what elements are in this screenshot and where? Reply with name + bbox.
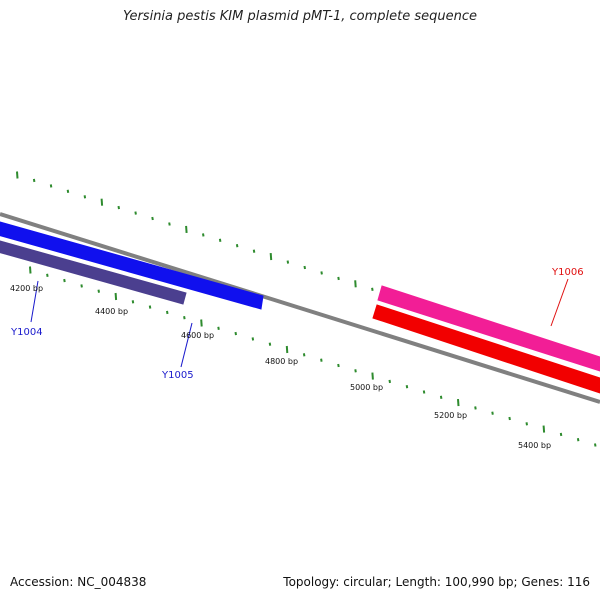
inner-tick-8	[166, 310, 169, 315]
inner-tick-11	[217, 326, 220, 330]
outer-tick-20	[354, 280, 357, 288]
outer-tick-19	[337, 276, 340, 281]
inner-tick-5	[114, 292, 118, 301]
leader-line-y1004	[30, 280, 39, 323]
scale-label-5400: 5400 bp	[518, 441, 551, 450]
inner-tick-0	[29, 266, 32, 274]
backbone-line	[0, 212, 600, 404]
gene-label-y1005: Y1005	[161, 370, 194, 381]
gene-y1006[interactable]	[377, 285, 600, 372]
inner-tick-13	[251, 337, 255, 341]
gene-label-y1004: Y1004	[10, 327, 43, 338]
outer-tick-16	[286, 260, 290, 264]
gene-label-y1006: Y1006	[551, 267, 584, 278]
inner-tick-15	[285, 345, 289, 354]
outer-tick-15	[269, 253, 273, 261]
outer-tick-5	[100, 198, 104, 206]
outer-tick-2	[49, 184, 53, 188]
gene-y1004[interactable]	[0, 240, 187, 305]
inner-tick-16	[302, 353, 306, 357]
inner-tick-31	[559, 432, 563, 437]
inner-tick-26	[474, 406, 477, 410]
inner-tick-14	[268, 342, 272, 346]
outer-tick-6	[117, 205, 120, 210]
inner-tick-12	[234, 331, 237, 336]
outer-tick-21	[371, 287, 374, 291]
inner-tick-1	[46, 273, 49, 277]
outer-tick-13	[235, 244, 239, 248]
gene-y1005[interactable]	[0, 221, 264, 310]
inner-tick-19	[354, 369, 357, 373]
scale-label-4800: 4800 bp	[265, 357, 298, 366]
leader-line-y1006	[550, 278, 569, 327]
summary-text: Topology: circular; Length: 100,990 bp; …	[283, 575, 590, 589]
inner-tick-7	[148, 305, 152, 309]
outer-tick-11	[202, 233, 205, 237]
map-title: Yersinia pestis KIM plasmid pMT-1, compl…	[122, 9, 478, 24]
inner-tick-18	[337, 363, 340, 368]
inner-tick-21	[388, 379, 391, 384]
outer-tick-7	[134, 211, 137, 215]
outer-tick-9	[168, 222, 171, 226]
inner-tick-ring	[29, 266, 597, 447]
scale-label-5200: 5200 bp	[434, 411, 467, 420]
outer-tick-14	[252, 249, 256, 253]
outer-tick-0	[16, 171, 19, 179]
inner-tick-27	[491, 411, 494, 415]
scale-label-4200: 4200 bp	[10, 284, 43, 293]
outer-tick-3	[66, 189, 70, 193]
outer-tick-8	[151, 216, 154, 221]
gene-y1006-reverse-strand[interactable]	[372, 304, 600, 394]
inner-tick-17	[320, 358, 323, 362]
inner-tick-4	[97, 289, 100, 293]
inner-tick-29	[525, 422, 528, 426]
inner-tick-25	[457, 399, 460, 407]
accession-text: Accession: NC_004838	[10, 575, 147, 589]
inner-tick-32	[576, 438, 580, 442]
inner-tick-24	[439, 395, 443, 399]
inner-tick-2	[63, 278, 66, 283]
outer-tick-17	[303, 265, 306, 270]
inner-tick-28	[508, 416, 511, 421]
inner-tick-20	[371, 372, 374, 380]
outer-tick-1	[32, 178, 36, 183]
inner-tick-23	[422, 390, 426, 394]
outer-tick-4	[83, 195, 87, 199]
inner-tick-30	[542, 425, 546, 433]
inner-tick-33	[594, 443, 597, 447]
inner-tick-10	[200, 319, 203, 327]
scale-label-5000: 5000 bp	[350, 383, 383, 392]
scale-label-4400: 4400 bp	[95, 307, 128, 316]
outer-tick-18	[320, 271, 323, 275]
outer-tick-10	[185, 225, 188, 233]
outer-tick-12	[218, 238, 222, 242]
scale-label-4600: 4600 bp	[181, 331, 214, 340]
inner-tick-9	[183, 316, 186, 320]
inner-tick-6	[131, 300, 135, 304]
inner-tick-22	[405, 385, 409, 389]
leader-line-y1005	[180, 322, 193, 368]
inner-tick-3	[80, 284, 83, 288]
